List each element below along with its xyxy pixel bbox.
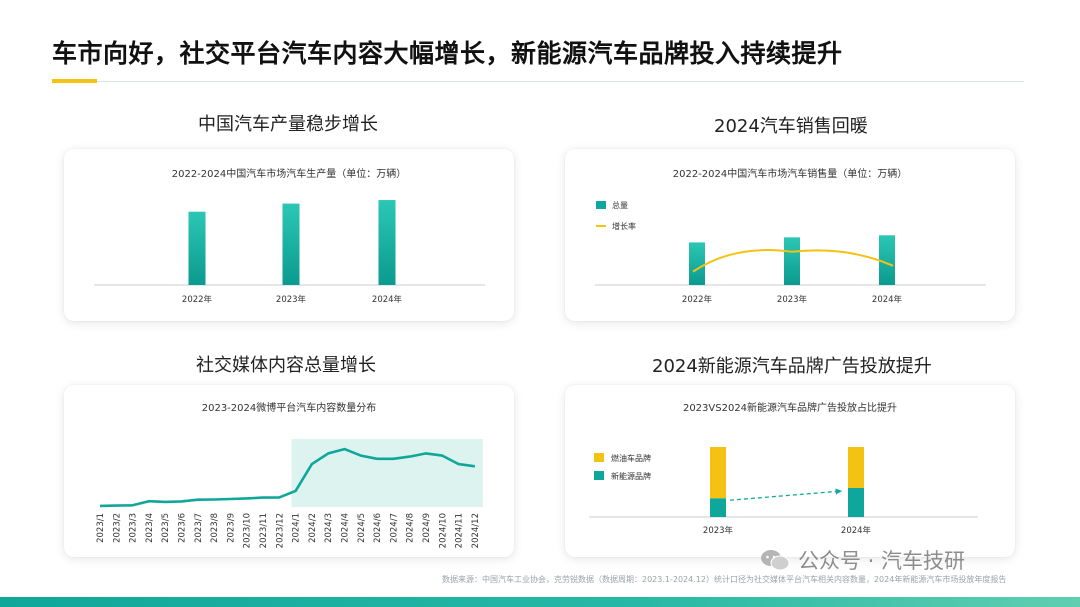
chart-card-nev-ads: 2023VS2024新能源汽车品牌广告投放占比提升燃油车品牌新能源品牌 2023年… [565,385,1015,557]
x-tick-label: 2023/12 [275,513,285,548]
x-tick-label: 2024/12 [471,513,481,548]
x-tick-label: 2023/6 [178,513,188,543]
legend-swatch-total [596,201,606,209]
section-heading-nev-ads: 2024新能源汽车品牌广告投放提升 [652,356,932,377]
section-heading-social: 社交媒体内容总量增长 [196,355,376,376]
x-tick-label: 2023/1 [96,513,106,543]
content-line [99,447,476,508]
x-tick-label: 2024年 [372,294,403,305]
section-heading-sales: 2024汽车销售回暖 [714,116,868,137]
x-tick-label: 2023/2 [112,513,122,543]
bar [879,235,895,285]
x-tick-label: 2023/8 [210,513,220,543]
bar-ice [710,447,726,499]
x-tick-label: 2022年 [682,294,713,305]
bar [689,242,705,285]
x-tick-label: 2024/5 [357,513,367,543]
chart-title: 2022-2024中国汽车市场汽车销售量（单位：万辆） [673,167,908,180]
x-tick-label: 2023/3 [129,513,139,543]
x-tick-label: 2024/9 [422,513,432,543]
chart-title: 2023VS2024新能源汽车品牌广告投放占比提升 [683,401,897,414]
legend-label-total: 总量 [612,200,628,210]
chart-title: 2022-2024中国汽车市场汽车生产量（单位：万辆） [172,167,407,180]
highlight-band-2024 [291,439,483,507]
growth-arrow-head [835,488,842,495]
wechat-icon [761,550,790,571]
legend-label-growth: 增长率 [612,221,636,231]
legend-label-nev: 新能源品牌 [611,471,651,481]
x-tick-label: 2024/6 [373,513,383,543]
legend-swatch-nev [594,471,604,480]
x-tick-label: 2023/11 [259,513,269,548]
chart-title: 2023-2024微博平台汽车内容数量分布 [202,401,377,414]
x-tick-label: 2024/11 [455,513,465,548]
x-tick-label: 2024/8 [406,513,416,543]
chart-production: 2022-2024中国汽车市场汽车生产量（单位：万辆） 2022年 2023年 202… [94,167,485,305]
x-tick-label: 2023/9 [226,513,236,543]
x-tick-label: 2023年 [703,525,734,536]
x-tick-label: 2023/4 [145,513,155,543]
chart-card-sales: 2022-2024中国汽车市场汽车销售量（单位：万辆） 总量增长率 2022年 202… [565,149,1015,321]
growth-arrow-line [729,490,843,501]
x-tick-label: 2024/4 [341,513,351,543]
bar-ice [848,447,864,488]
title-divider [52,81,1024,82]
section-heading-production: 中国汽车产量稳步增长 [198,114,378,135]
x-tick-label: 2024/1 [292,513,302,543]
growth-line [692,249,894,273]
watermark: 公众号 · 汽车技研 [760,545,965,575]
x-tick-label: 2024/10 [438,513,448,548]
x-tick-label: 2024年 [841,525,872,536]
title-accent-bar [52,79,97,83]
bar-nev [710,498,726,517]
data-source-note: 数据来源：中国汽车工业协会，克劳锐数据（数据周期：2023.1-2024.12）… [442,575,1007,584]
x-tick-label: 2023/10 [243,513,253,548]
watermark-text: 公众号 · 汽车技研 [798,549,966,573]
chart-social-content: 2023-2024微博平台汽车内容数量分布 2023/1 2023/2 2023/3 2… [96,401,483,548]
bottom-accent-bar [0,597,1080,607]
x-tick-label: 2024/2 [308,513,318,543]
x-tick-label: 2024/3 [324,513,334,543]
x-tick-label: 2024/7 [389,513,399,543]
bar [188,211,206,285]
x-tick-label: 2023/7 [194,513,204,543]
x-tick-label: 2022年 [182,294,213,305]
x-tick-label: 2023/5 [161,513,171,543]
x-tick-label: 2023年 [276,294,307,305]
bar [784,237,800,285]
x-tick-label: 2024年 [872,294,903,305]
legend-swatch-ice [594,453,604,462]
bar-nev [848,487,864,517]
bar [378,200,396,285]
legend-label-ice: 燃油车品牌 [611,453,651,463]
chart-card-social: 2023-2024微博平台汽车内容数量分布 2023/1 2023/2 2023/3 2… [64,385,514,557]
page-title: 车市向好，社交平台汽车内容大幅增长，新能源汽车品牌投入持续提升 [52,39,843,68]
chart-card-production: 2022-2024中国汽车市场汽车生产量（单位：万辆） 2022年 2023年 202… [64,149,514,321]
bar [282,203,300,285]
x-tick-label: 2023年 [777,294,808,305]
